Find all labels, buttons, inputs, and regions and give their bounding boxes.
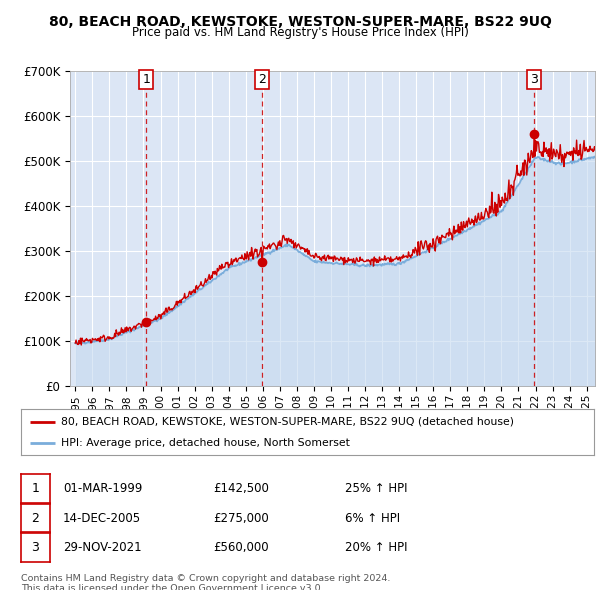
Text: £560,000: £560,000 bbox=[213, 541, 269, 554]
Text: 1: 1 bbox=[142, 73, 151, 86]
Text: HPI: Average price, detached house, North Somerset: HPI: Average price, detached house, Nort… bbox=[61, 438, 350, 448]
Text: Price paid vs. HM Land Registry's House Price Index (HPI): Price paid vs. HM Land Registry's House … bbox=[131, 26, 469, 39]
Text: £275,000: £275,000 bbox=[213, 512, 269, 525]
Text: 14-DEC-2005: 14-DEC-2005 bbox=[63, 512, 141, 525]
Text: 80, BEACH ROAD, KEWSTOKE, WESTON-SUPER-MARE, BS22 9UQ (detached house): 80, BEACH ROAD, KEWSTOKE, WESTON-SUPER-M… bbox=[61, 417, 514, 427]
Text: Contains HM Land Registry data © Crown copyright and database right 2024.: Contains HM Land Registry data © Crown c… bbox=[21, 574, 391, 583]
Text: 2: 2 bbox=[31, 512, 40, 525]
Text: 6% ↑ HPI: 6% ↑ HPI bbox=[345, 512, 400, 525]
Text: 20% ↑ HPI: 20% ↑ HPI bbox=[345, 541, 407, 554]
Text: £142,500: £142,500 bbox=[213, 482, 269, 495]
Text: 2: 2 bbox=[258, 73, 266, 86]
Text: 25% ↑ HPI: 25% ↑ HPI bbox=[345, 482, 407, 495]
Text: 29-NOV-2021: 29-NOV-2021 bbox=[63, 541, 142, 554]
Text: 3: 3 bbox=[31, 541, 40, 554]
Text: 1: 1 bbox=[31, 482, 40, 495]
Text: 01-MAR-1999: 01-MAR-1999 bbox=[63, 482, 142, 495]
Text: This data is licensed under the Open Government Licence v3.0.: This data is licensed under the Open Gov… bbox=[21, 584, 323, 590]
Text: 80, BEACH ROAD, KEWSTOKE, WESTON-SUPER-MARE, BS22 9UQ: 80, BEACH ROAD, KEWSTOKE, WESTON-SUPER-M… bbox=[49, 15, 551, 30]
Text: 3: 3 bbox=[530, 73, 538, 86]
